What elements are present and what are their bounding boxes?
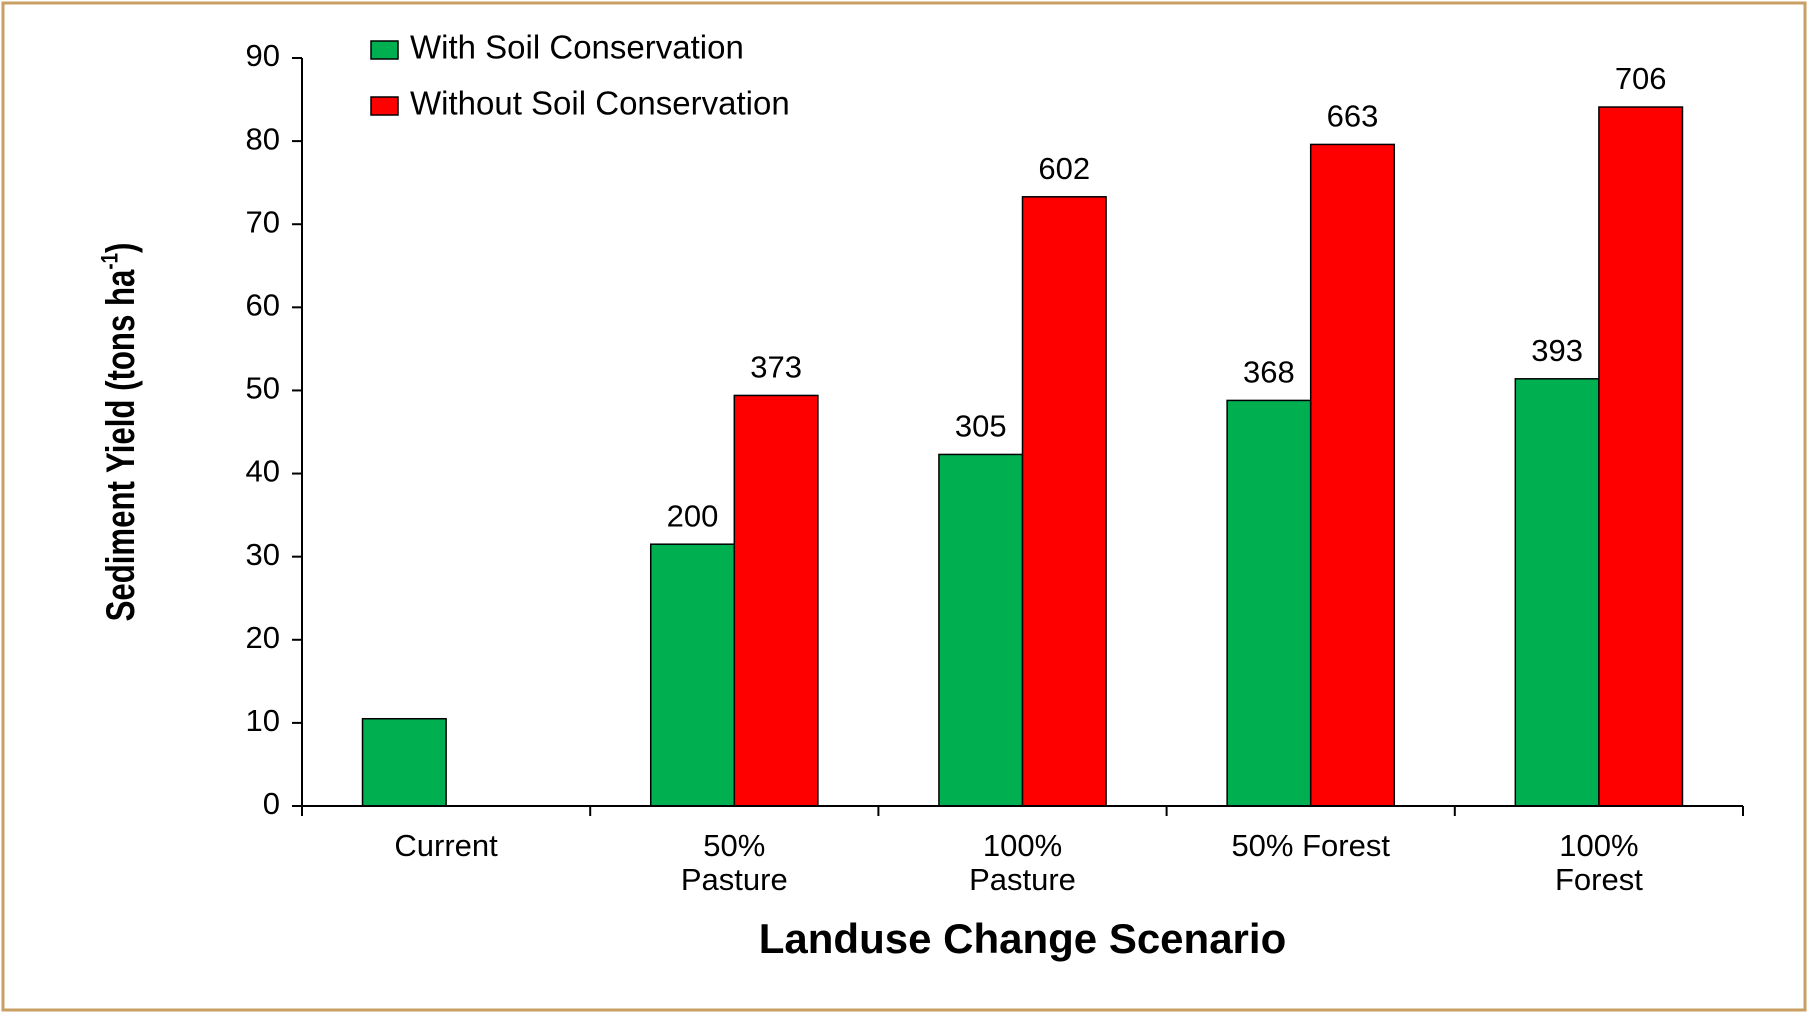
y-tick-label: 30 xyxy=(246,537,280,572)
y-tick-label: 50 xyxy=(246,371,280,406)
bar xyxy=(1514,378,1600,807)
legend-swatch xyxy=(370,40,399,60)
bar-annotation: 663 xyxy=(1327,99,1379,134)
bar xyxy=(649,543,736,807)
y-tick-label: 40 xyxy=(246,454,280,489)
x-tick-label: 50% xyxy=(703,828,765,863)
x-tick-label: 100% xyxy=(983,828,1062,863)
bar xyxy=(733,394,819,807)
bar-annotation: 602 xyxy=(1038,151,1090,186)
x-axis-title: Landuse Change Scenario xyxy=(759,915,1286,962)
y-axis-title-part: ) xyxy=(99,243,144,253)
bar-annotation: 373 xyxy=(750,350,802,385)
bar xyxy=(938,453,1024,807)
bar xyxy=(1309,143,1396,807)
bar-annotation: 368 xyxy=(1243,355,1295,390)
x-tick-label: Pasture xyxy=(969,862,1076,897)
x-tick-label: Current xyxy=(394,828,498,863)
y-tick-label: 70 xyxy=(246,204,280,239)
legend-label: Without Soil Conservation xyxy=(410,85,790,122)
bar xyxy=(361,717,447,807)
y-axis-title-part: -1 xyxy=(96,253,123,270)
x-tick-label: Pasture xyxy=(681,862,788,897)
y-tick-label: 20 xyxy=(246,620,280,655)
bar-annotation: 393 xyxy=(1531,333,1583,368)
x-tick-label: 50% Forest xyxy=(1231,828,1390,863)
bar-annotation: 305 xyxy=(955,409,1007,444)
y-axis-title: Sediment Yield (tons ha-1) xyxy=(96,243,144,622)
x-tick-label: 100% xyxy=(1559,828,1638,863)
legend-swatch xyxy=(370,96,399,116)
y-tick-label: 10 xyxy=(246,703,280,738)
bar xyxy=(1598,106,1684,807)
y-tick-label: 60 xyxy=(246,288,280,323)
y-tick-label: 80 xyxy=(246,121,280,156)
y-tick-label: 0 xyxy=(263,786,280,821)
y-axis-title-part: Sediment Yield (tons ha xyxy=(99,269,144,622)
x-tick-label: Forest xyxy=(1555,862,1643,897)
bar-annotation: 706 xyxy=(1615,61,1667,96)
y-tick-label: 90 xyxy=(246,38,280,73)
legend-label: With Soil Conservation xyxy=(410,29,744,66)
bar-annotation: 200 xyxy=(667,498,719,533)
bar xyxy=(1021,196,1107,807)
bar xyxy=(1226,399,1312,807)
